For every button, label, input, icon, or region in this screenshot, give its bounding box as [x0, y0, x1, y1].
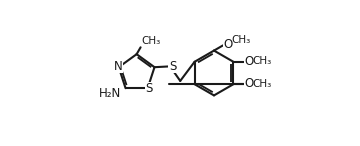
- Text: CH₃: CH₃: [252, 56, 271, 66]
- Text: O: O: [244, 55, 254, 68]
- Text: N: N: [114, 60, 122, 73]
- Text: O: O: [224, 38, 233, 51]
- Text: S: S: [169, 60, 176, 73]
- Text: H₂N: H₂N: [99, 87, 122, 100]
- Text: CH₃: CH₃: [252, 79, 271, 89]
- Text: CH₃: CH₃: [231, 35, 251, 45]
- Text: O: O: [244, 77, 254, 90]
- Text: S: S: [145, 82, 153, 95]
- Text: CH₃: CH₃: [141, 36, 161, 46]
